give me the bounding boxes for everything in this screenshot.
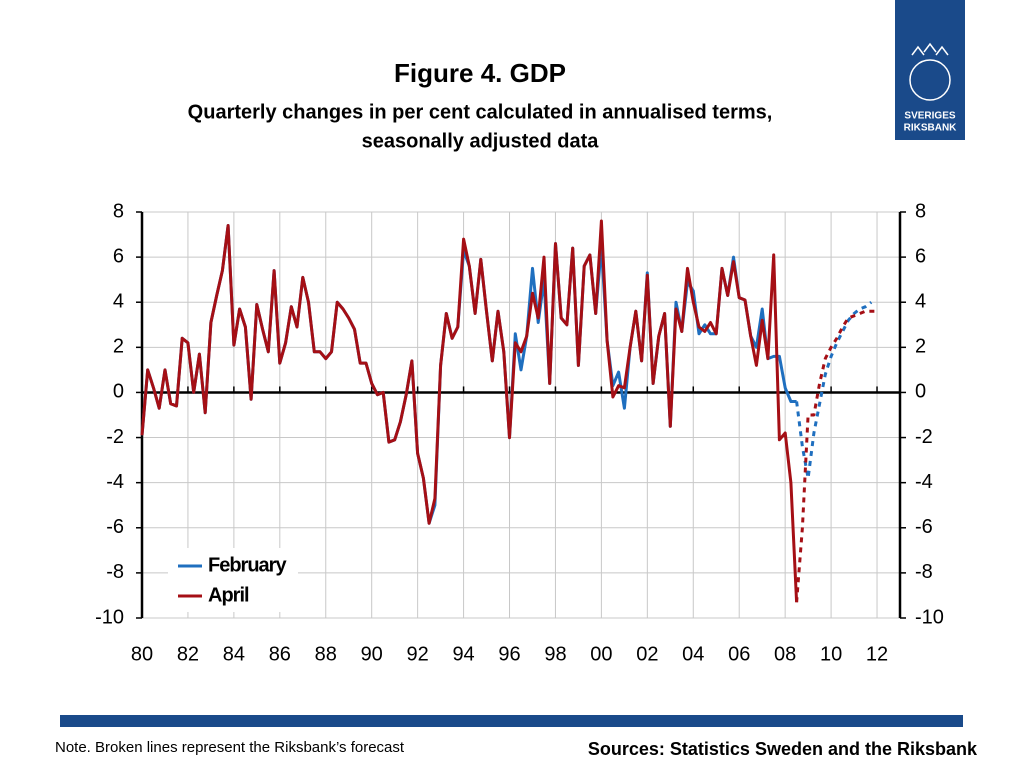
y-tick-label: 2 — [113, 336, 124, 358]
x-tick-label: 08 — [774, 643, 796, 665]
logo-emblem — [909, 59, 951, 101]
y2-tick-label: 2 — [915, 336, 926, 358]
x-tick-label: 12 — [866, 643, 888, 665]
x-tick-label: 90 — [361, 643, 383, 665]
x-tick-label: 84 — [223, 643, 245, 665]
x-tick-label: 94 — [452, 643, 474, 665]
chart-subtitle: Quarterly changes in per cent calculated… — [188, 101, 773, 123]
sources: Sources: Statistics Sweden and the Riksb… — [588, 739, 978, 759]
legend-box — [168, 548, 298, 612]
y-tick-label: -4 — [106, 471, 124, 493]
y2-tick-label: 0 — [915, 381, 926, 403]
x-tick-label: 96 — [498, 643, 520, 665]
series-line — [140, 219, 799, 603]
x-tick-label: 86 — [269, 643, 291, 665]
logo-crowns — [911, 42, 949, 56]
y2-tick-label: 6 — [915, 245, 926, 267]
chart-subtitle: seasonally adjusted data — [362, 130, 600, 152]
y-tick-label: 6 — [113, 245, 124, 267]
y2-tick-label: -4 — [915, 471, 933, 493]
y-tick-label: -8 — [106, 561, 124, 583]
y2-tick-label: 4 — [915, 291, 926, 313]
y-tick-label: 8 — [113, 200, 124, 222]
forecast-line — [795, 301, 873, 480]
x-tick-label: 06 — [728, 643, 750, 665]
legend-label: February — [208, 554, 287, 576]
forecast-line — [795, 309, 877, 603]
logo-text: SVERIGES — [904, 111, 955, 122]
y2-tick-label: -8 — [915, 561, 933, 583]
y2-tick-label: -2 — [915, 426, 933, 448]
y-tick-label: -10 — [95, 606, 124, 628]
logo-text: RIKSBANK — [904, 123, 958, 134]
y-tick-label: 4 — [113, 291, 124, 313]
chart-title: Figure 4. GDP — [394, 58, 566, 88]
footer-bar — [60, 715, 963, 727]
note: Note. Broken lines represent the Riksban… — [55, 739, 405, 756]
x-tick-label: 82 — [177, 643, 199, 665]
y2-tick-label: 8 — [915, 200, 926, 222]
legend-label: April — [208, 584, 249, 606]
y-tick-label: -2 — [106, 426, 124, 448]
y2-tick-label: -10 — [915, 606, 944, 628]
x-tick-label: 02 — [636, 643, 658, 665]
x-tick-label: 88 — [315, 643, 337, 665]
x-tick-label: 80 — [131, 643, 153, 665]
x-tick-label: 00 — [590, 643, 612, 665]
x-tick-label: 92 — [407, 643, 429, 665]
y-tick-label: -6 — [106, 516, 124, 538]
y2-tick-label: -6 — [915, 516, 933, 538]
x-tick-label: 98 — [544, 643, 566, 665]
logo-box — [895, 0, 965, 140]
x-tick-label: 10 — [820, 643, 842, 665]
y-tick-label: 0 — [113, 381, 124, 403]
x-tick-label: 04 — [682, 643, 704, 665]
